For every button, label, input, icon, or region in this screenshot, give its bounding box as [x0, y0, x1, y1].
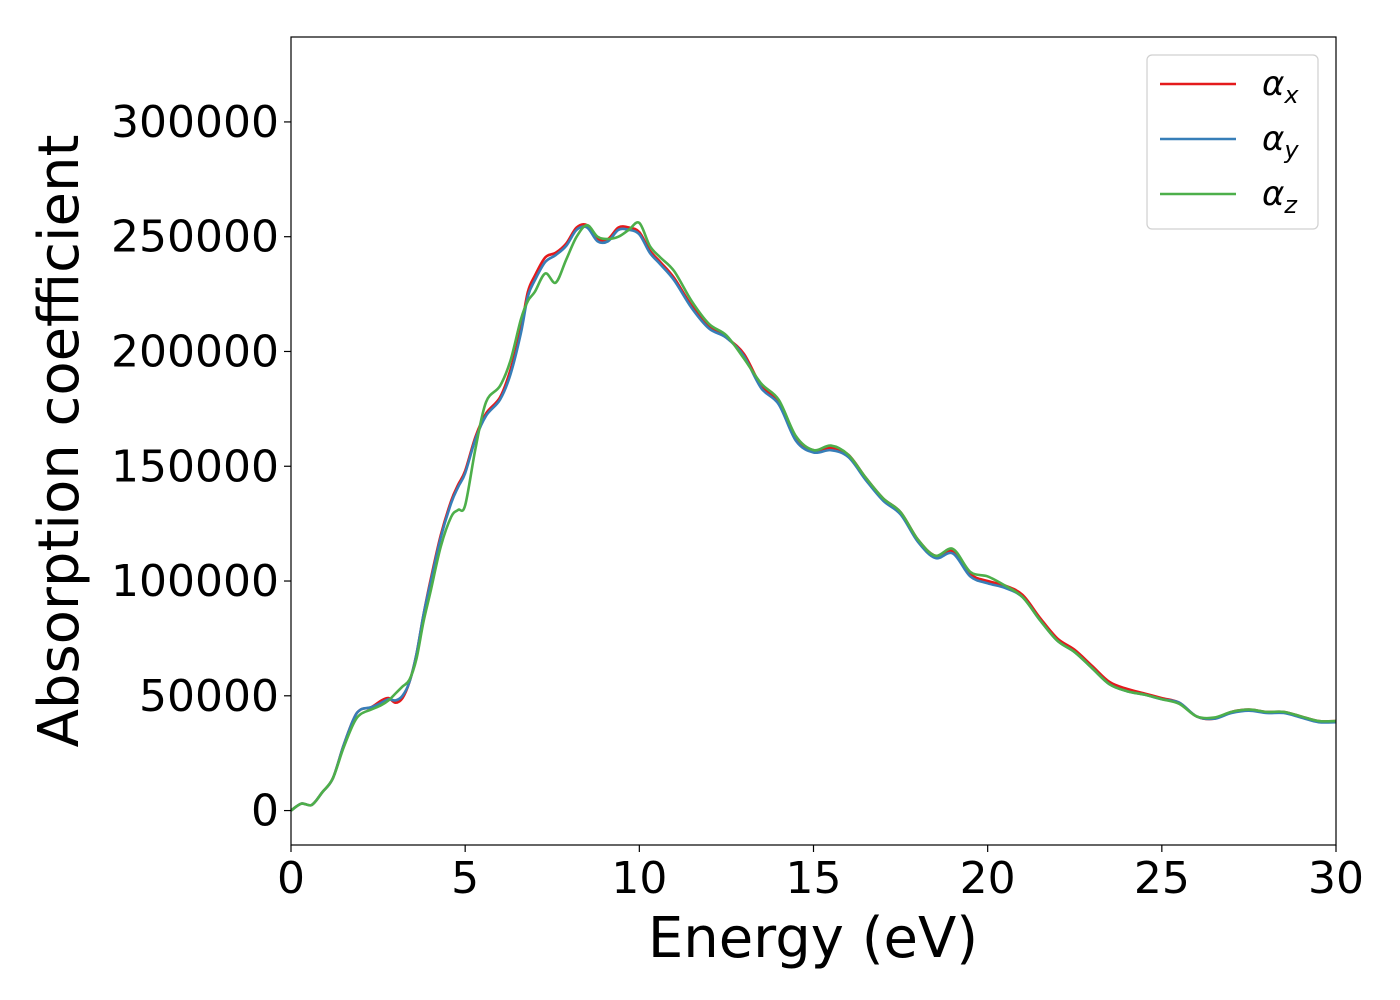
legend-box [1146, 54, 1319, 230]
series-layer [290, 221, 1337, 812]
legend-label-y: αy [1262, 119, 1299, 164]
x-tick-label: 20 [960, 853, 1016, 904]
y-tick-label: 50000 [139, 671, 279, 722]
x-tick-label: 15 [786, 853, 842, 904]
y-axis-ticks: 0 50000 100000 150000 200000 250000 300000 [111, 97, 291, 837]
y-tick-label: 0 [251, 786, 279, 837]
legend-label-z: αz [1262, 174, 1298, 219]
x-tick-label: 25 [1134, 853, 1190, 904]
legend: αx αy αz [1146, 54, 1319, 230]
y-tick-label: 250000 [111, 212, 279, 263]
y-tick-label: 200000 [111, 326, 279, 377]
x-tick-label: 10 [611, 853, 667, 904]
y-tick-label: 100000 [111, 556, 279, 607]
y-tick-label: 300000 [111, 97, 279, 148]
x-tick-label: 0 [277, 853, 305, 904]
y-tick-label: 150000 [111, 441, 279, 492]
x-tick-label: 30 [1308, 853, 1364, 904]
x-axis-ticks: 0 5 10 15 20 25 30 [277, 845, 1364, 904]
x-tick-label: 5 [451, 853, 479, 904]
x-axis-label: Energy (eV) [648, 906, 978, 971]
legend-label-x: αx [1262, 64, 1299, 109]
y-axis-label: Absorption coefficient [27, 135, 92, 748]
series-line-z [290, 221, 1337, 812]
